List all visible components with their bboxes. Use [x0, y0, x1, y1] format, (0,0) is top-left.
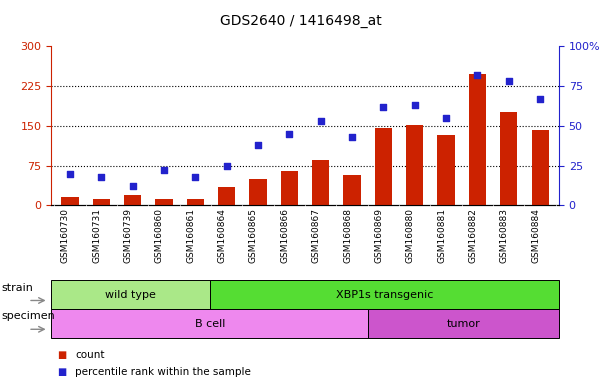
Text: tumor: tumor — [447, 318, 481, 329]
Text: GSM160867: GSM160867 — [312, 208, 321, 263]
Bar — [375, 128, 392, 205]
Point — [253, 142, 263, 148]
Point — [441, 115, 451, 121]
Point — [128, 183, 138, 189]
Text: count: count — [75, 350, 105, 360]
Bar — [187, 199, 204, 205]
Bar — [343, 175, 361, 205]
Bar — [93, 199, 110, 205]
Bar — [61, 197, 79, 205]
Text: wild type: wild type — [105, 290, 156, 300]
Text: GSM160880: GSM160880 — [406, 208, 415, 263]
Bar — [218, 187, 235, 205]
Point — [222, 162, 231, 169]
Bar — [469, 74, 486, 205]
Text: percentile rank within the sample: percentile rank within the sample — [75, 367, 251, 377]
Bar — [312, 160, 329, 205]
Bar — [281, 171, 298, 205]
Text: XBP1s transgenic: XBP1s transgenic — [336, 290, 433, 300]
Text: GSM160860: GSM160860 — [155, 208, 164, 263]
Text: GSM160866: GSM160866 — [280, 208, 289, 263]
Text: B cell: B cell — [195, 318, 225, 329]
Text: GSM160730: GSM160730 — [61, 208, 70, 263]
Point — [347, 134, 357, 140]
Point — [284, 131, 294, 137]
Point — [65, 170, 75, 177]
Bar — [124, 195, 141, 205]
Text: GSM160881: GSM160881 — [437, 208, 446, 263]
Text: GSM160868: GSM160868 — [343, 208, 352, 263]
Text: GSM160739: GSM160739 — [124, 208, 133, 263]
Bar — [500, 113, 517, 205]
Text: ■: ■ — [57, 350, 66, 360]
Text: GSM160884: GSM160884 — [531, 208, 540, 263]
Bar — [155, 199, 172, 205]
Bar — [368, 309, 559, 338]
Text: GSM160865: GSM160865 — [249, 208, 258, 263]
Bar — [51, 309, 368, 338]
Bar — [210, 280, 559, 309]
Point — [316, 118, 326, 124]
Bar — [438, 135, 455, 205]
Point — [379, 104, 388, 110]
Text: GDS2640 / 1416498_at: GDS2640 / 1416498_at — [219, 14, 382, 28]
Bar — [249, 179, 267, 205]
Bar — [51, 280, 210, 309]
Text: GSM160869: GSM160869 — [374, 208, 383, 263]
Text: ■: ■ — [57, 367, 66, 377]
Text: strain: strain — [1, 283, 33, 293]
Bar — [531, 130, 549, 205]
Point — [410, 102, 419, 108]
Text: GSM160861: GSM160861 — [186, 208, 195, 263]
Text: specimen: specimen — [1, 311, 55, 321]
Point — [504, 78, 514, 84]
Point — [472, 72, 482, 78]
Text: GSM160882: GSM160882 — [468, 208, 477, 263]
Point — [535, 96, 545, 102]
Point — [96, 174, 106, 180]
Point — [159, 167, 169, 174]
Text: GSM160731: GSM160731 — [92, 208, 101, 263]
Point — [191, 174, 200, 180]
Text: GSM160883: GSM160883 — [500, 208, 509, 263]
Text: GSM160864: GSM160864 — [218, 208, 227, 263]
Bar — [406, 125, 423, 205]
